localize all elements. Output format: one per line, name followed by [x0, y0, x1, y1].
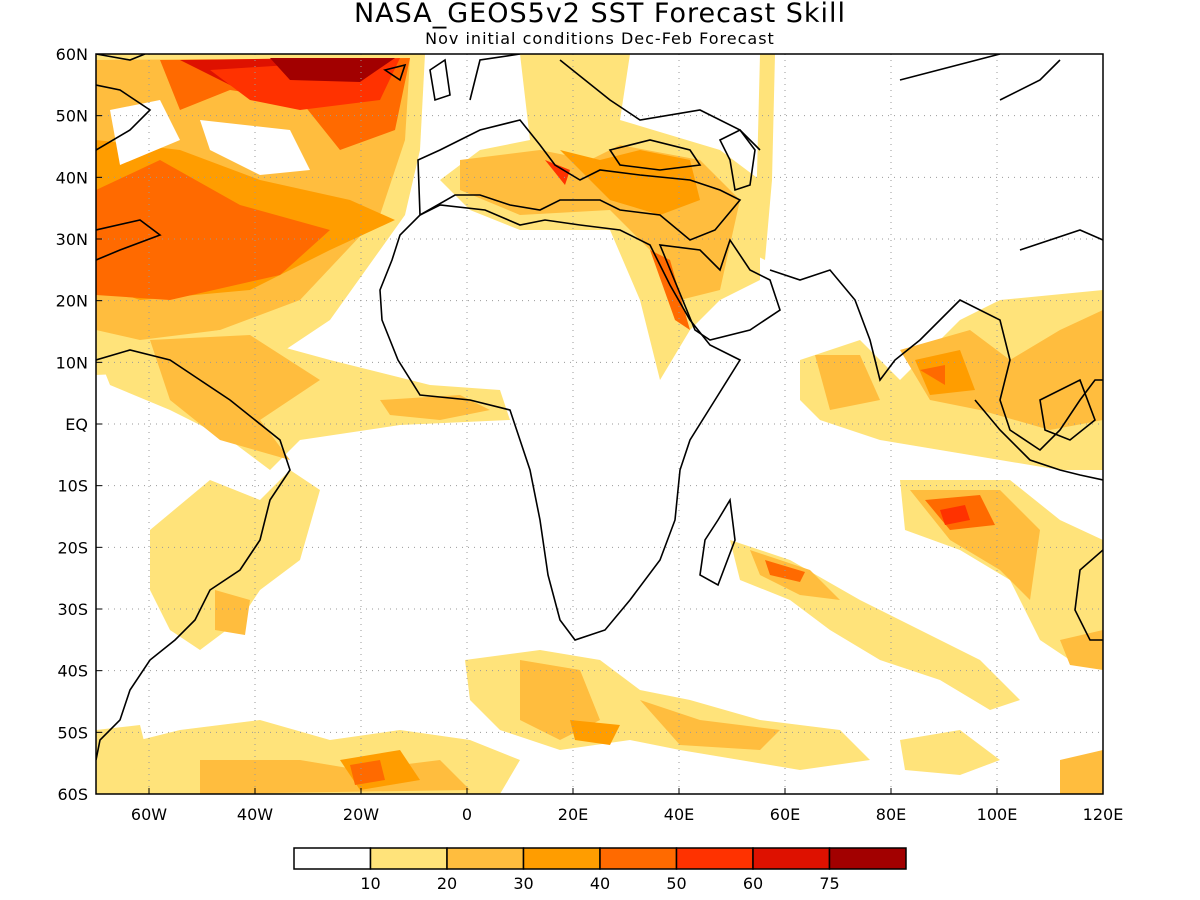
legend-swatch — [369, 847, 448, 870]
latitude-labels: 60N 50N 40N 30N 20N 10N EQ 10S 20S 30S 40S 50S 60S — [56, 45, 102, 804]
legend-swatch — [599, 847, 678, 870]
legend-label: 75 — [819, 874, 839, 893]
lat-label: 10S — [57, 477, 88, 496]
longitude-labels: 60W 40W 20W 0 20E 40E 60E 80E 100E 120E — [131, 788, 1123, 824]
lat-label: 40N — [56, 168, 88, 187]
lon-label: 40W — [237, 805, 273, 824]
map-title: NASA_GEOS5v2 SST Forecast Skill — [353, 0, 847, 29]
lon-label: 0 — [462, 805, 472, 824]
lon-label: 60E — [770, 805, 800, 824]
legend-label: 50 — [666, 874, 686, 893]
lat-label: 30S — [57, 600, 88, 619]
legend-label: 30 — [513, 874, 533, 893]
legend-swatch — [446, 847, 525, 870]
lon-label: 60W — [131, 805, 167, 824]
legend-swatch — [675, 847, 754, 870]
lat-label: EQ — [65, 415, 88, 434]
lat-label: 40S — [57, 662, 88, 681]
lat-label: 60S — [57, 785, 88, 804]
legend-label: 40 — [590, 874, 610, 893]
coastlines — [96, 54, 1103, 761]
legend-swatch — [752, 847, 831, 870]
lat-label: 20N — [56, 292, 88, 311]
legend-label: 10 — [360, 874, 380, 893]
lon-label: 100E — [977, 805, 1018, 824]
lat-label: 30N — [56, 230, 88, 249]
legend-label: 60 — [743, 874, 763, 893]
lon-label: 120E — [1083, 805, 1124, 824]
legend-swatch — [522, 847, 601, 870]
lon-label: 80E — [876, 805, 906, 824]
legend-colorbar: 10 20 30 40 50 60 75 — [293, 847, 907, 893]
skill-shading — [96, 54, 1103, 794]
lat-label: 20S — [57, 538, 88, 557]
legend-label: 20 — [437, 874, 457, 893]
legend-swatch — [293, 847, 372, 870]
legend-swatch — [828, 847, 907, 870]
lon-label: 20E — [558, 805, 588, 824]
lat-label: 60N — [56, 45, 88, 64]
lon-label: 20W — [343, 805, 379, 824]
lat-label: 50N — [56, 107, 88, 126]
lat-label: 10N — [56, 353, 88, 372]
lon-label: 40E — [664, 805, 694, 824]
lat-label: 50S — [57, 723, 88, 742]
map-subtitle: Nov initial conditions Dec-Feb Forecast — [425, 29, 775, 48]
